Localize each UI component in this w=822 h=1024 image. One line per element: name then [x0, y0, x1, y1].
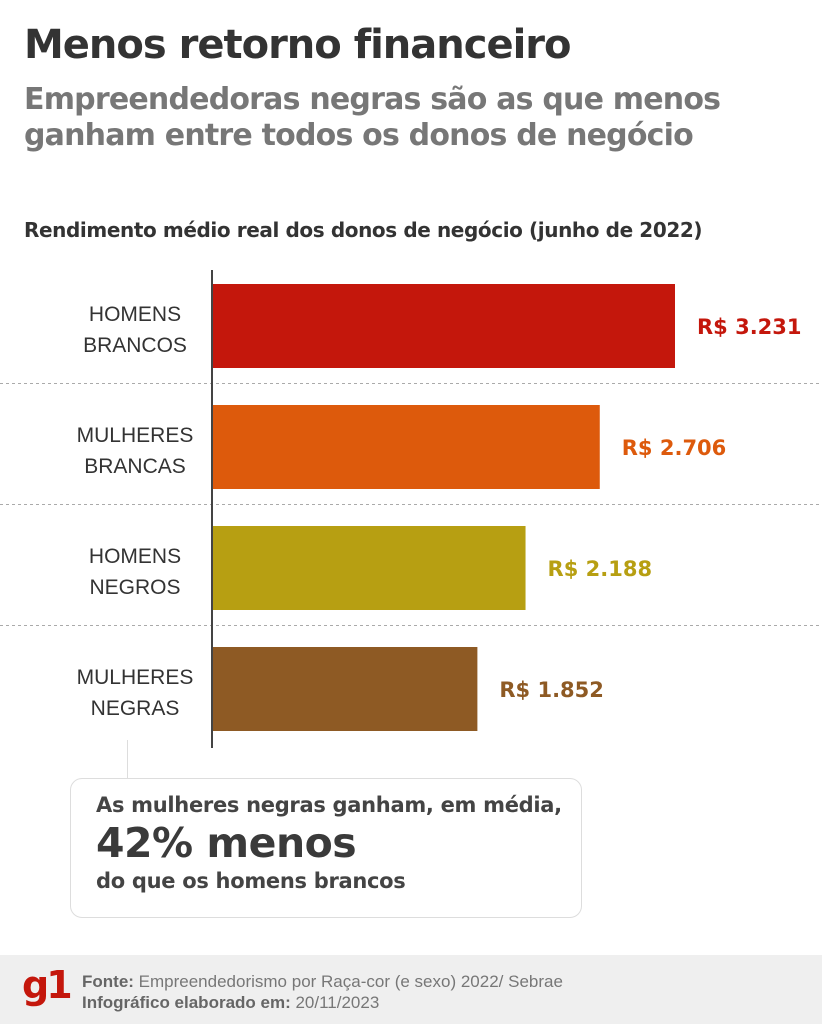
bar-chart: HOMENS BRANCOS R$ 3.231 MULHERES BRANCAS R$ 2… [0, 270, 822, 748]
category-label: BRANCOS [83, 334, 187, 357]
callout-highlight: 42% menos [96, 819, 357, 867]
date-text: Infográfico elaborado em: 20/11/2023 [82, 993, 379, 1013]
source-value: Empreendedorismo por Raça-cor (e sexo) 2… [133, 972, 563, 991]
subtitle-line-1: Empreendedoras negras são as que menos [24, 82, 721, 117]
category-label: NEGROS [89, 576, 180, 599]
footer: g1 Fonte: Empreendedorismo por Raça-cor … [0, 955, 822, 1024]
bar [212, 405, 600, 489]
source-text: Fonte: Empreendedorismo por Raça-cor (e … [82, 972, 563, 992]
value-label: R$ 2.188 [548, 557, 653, 581]
value-label: R$ 3.231 [697, 315, 802, 339]
callout-line-1: As mulheres negras ganham, em média, [96, 793, 562, 817]
callout-box: As mulheres negras ganham, em média, 42%… [70, 778, 582, 918]
source-label: Fonte: [82, 972, 134, 991]
category-label: NEGRAS [91, 697, 180, 720]
callout-connector [127, 740, 128, 778]
value-label: R$ 1.852 [499, 678, 604, 702]
date-label: Infográfico elaborado em: [82, 993, 291, 1012]
callout-line-3: do que os homens brancos [96, 869, 406, 893]
value-label: R$ 2.706 [622, 436, 727, 460]
category-label: HOMENS [89, 303, 181, 326]
bar [212, 284, 675, 368]
g1-logo: g1 [22, 963, 73, 1007]
bar [212, 647, 478, 731]
category-label: HOMENS [89, 545, 181, 568]
chart-title: Rendimento médio real dos donos de negóc… [24, 218, 703, 242]
category-label: BRANCAS [84, 455, 186, 478]
date-value: 20/11/2023 [290, 993, 380, 1012]
bar [212, 526, 526, 610]
category-label: MULHERES [77, 666, 194, 689]
subtitle-line-2: ganham entre todos os donos de negócio [24, 118, 694, 153]
page-title: Menos retorno financeiro [24, 22, 572, 68]
category-label: MULHERES [77, 424, 194, 447]
